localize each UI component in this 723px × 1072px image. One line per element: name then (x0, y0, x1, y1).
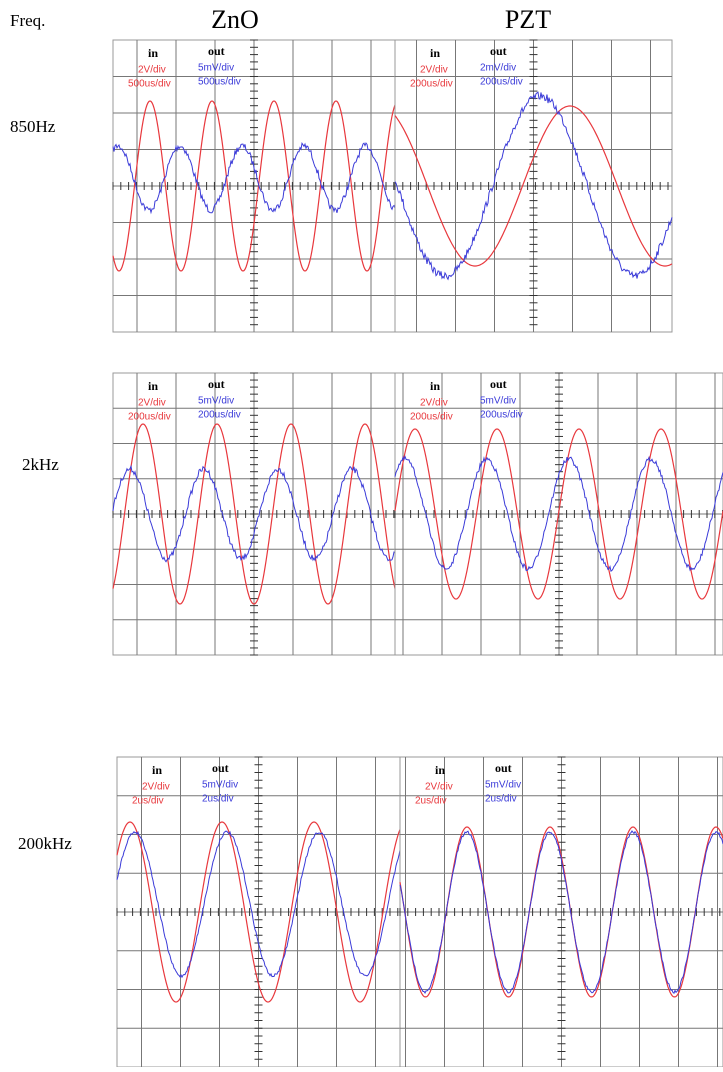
scope-panel: in 2V/div 200us/div out 5mV/div 200us/div (113, 373, 395, 655)
out-label: out (208, 44, 225, 58)
scope-panel: in 2V/div 200us/div out 5mV/div 200us/div (395, 373, 723, 655)
scope-panel: in 2V/div 2us/div out 5mV/div 2us/div (400, 757, 723, 1067)
column-header: PZT (505, 5, 551, 34)
in-label: in (152, 763, 162, 777)
out-scale: 200us/div (480, 410, 523, 421)
out-scale: 5mV/div (198, 63, 234, 74)
in-scale: 2V/div (142, 782, 170, 793)
out-scale: 2us/div (485, 794, 517, 805)
in-label: in (148, 379, 158, 393)
in-label: in (148, 46, 158, 60)
out-scale: 200us/div (480, 77, 523, 88)
scope-panel: in 2V/div 200us/div out 2mV/div 200us/div (395, 40, 672, 332)
in-scale: 2V/div (138, 65, 166, 76)
in-scale: 200us/div (128, 412, 171, 423)
freq-label: 2kHz (22, 455, 59, 474)
freq-label: 850Hz (10, 117, 56, 136)
out-label: out (490, 377, 507, 391)
out-scale: 500us/div (198, 77, 241, 88)
in-scale: 2us/div (132, 796, 164, 807)
out-scale: 5mV/div (202, 780, 238, 791)
freq-label: 200kHz (18, 834, 72, 853)
in-label: in (430, 379, 440, 393)
in-scale: 2V/div (425, 782, 453, 793)
figure: Freq. ZnO PZT 850Hz in 2V/div 500us/div out 5… (0, 0, 723, 1067)
in-label: in (435, 763, 445, 777)
in-scale: 200us/div (410, 412, 453, 423)
in-scale: 200us/div (410, 79, 453, 90)
out-label: out (212, 761, 229, 775)
scope-panel: in 2V/div 500us/div out 5mV/div 500us/div (113, 40, 395, 332)
in-scale: 2V/div (138, 398, 166, 409)
scope-panel: in 2V/div 2us/div out 5mV/div 2us/div (117, 757, 400, 1067)
freq-header: Freq. (10, 11, 45, 30)
in-scale: 500us/div (128, 79, 171, 90)
in-scale: 2V/div (420, 65, 448, 76)
out-scale: 5mV/div (198, 396, 234, 407)
out-label: out (490, 44, 507, 58)
out-scale: 5mV/div (480, 396, 516, 407)
out-label: out (208, 377, 225, 391)
in-scale: 2us/div (415, 796, 447, 807)
out-scale: 2us/div (202, 794, 234, 805)
in-scale: 2V/div (420, 398, 448, 409)
out-scale: 5mV/div (485, 780, 521, 791)
in-label: in (430, 46, 440, 60)
out-label: out (495, 761, 512, 775)
column-header: ZnO (211, 5, 259, 34)
out-scale: 2mV/div (480, 63, 516, 74)
out-scale: 200us/div (198, 410, 241, 421)
